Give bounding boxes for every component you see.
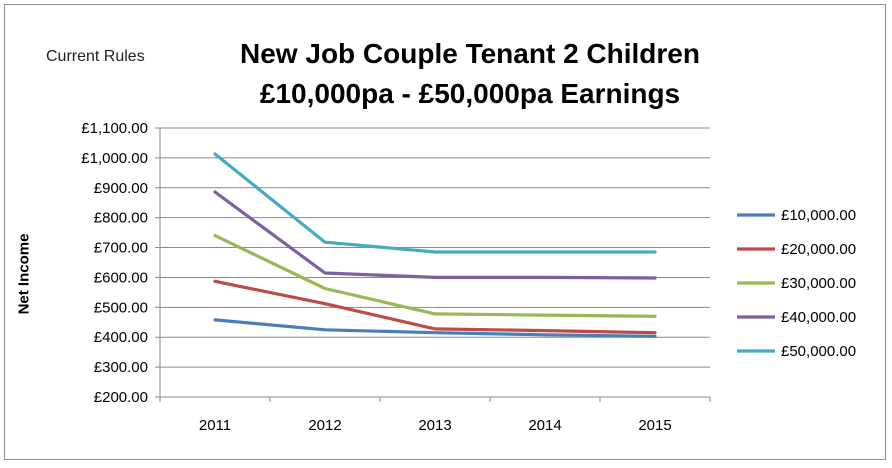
legend-label-4: £40,000.00: [781, 309, 856, 326]
chart-title-line1: New Job Couple Tenant 2 Children: [240, 38, 700, 69]
x-tick-label: 2011: [199, 417, 231, 434]
y-tick-label: £500.00: [94, 299, 148, 316]
y-tick-label: £700.00: [94, 240, 148, 257]
legend-label-3: £30,000.00: [781, 275, 856, 292]
x-tick-label: 2015: [638, 417, 671, 434]
y-tick-label: £400.00: [94, 329, 148, 346]
y-tick-label: £900.00: [94, 180, 148, 197]
series-line-5: [213, 152, 657, 254]
legend-label-2: £20,000.00: [781, 241, 856, 258]
x-tick-label: 2013: [418, 417, 451, 434]
y-tick-label: £1,100.00: [81, 120, 148, 137]
series-line-3: [213, 234, 657, 318]
series-line-1: [213, 318, 657, 338]
y-tick-label: £1,000.00: [81, 150, 148, 167]
series-line-4: [213, 190, 657, 280]
x-tick-label: 2014: [528, 417, 561, 434]
legend-label-5: £50,000.00: [781, 343, 856, 360]
chart-frame: [4, 4, 886, 460]
chart-title: New Job Couple Tenant 2 Children £10,000…: [210, 34, 730, 114]
y-tick-label: £800.00: [94, 210, 148, 227]
y-tick-label: £200.00: [94, 389, 148, 406]
y-tick-label: £600.00: [94, 269, 148, 286]
legend-label-1: £10,000.00: [781, 207, 856, 224]
x-tick-label: 2012: [308, 417, 341, 434]
series-line-2: [213, 279, 657, 335]
rules-note: Current Rules: [46, 48, 145, 65]
chart-title-line2: £10,000pa - £50,000pa Earnings: [259, 78, 681, 109]
y-tick-label: £300.00: [94, 359, 148, 376]
